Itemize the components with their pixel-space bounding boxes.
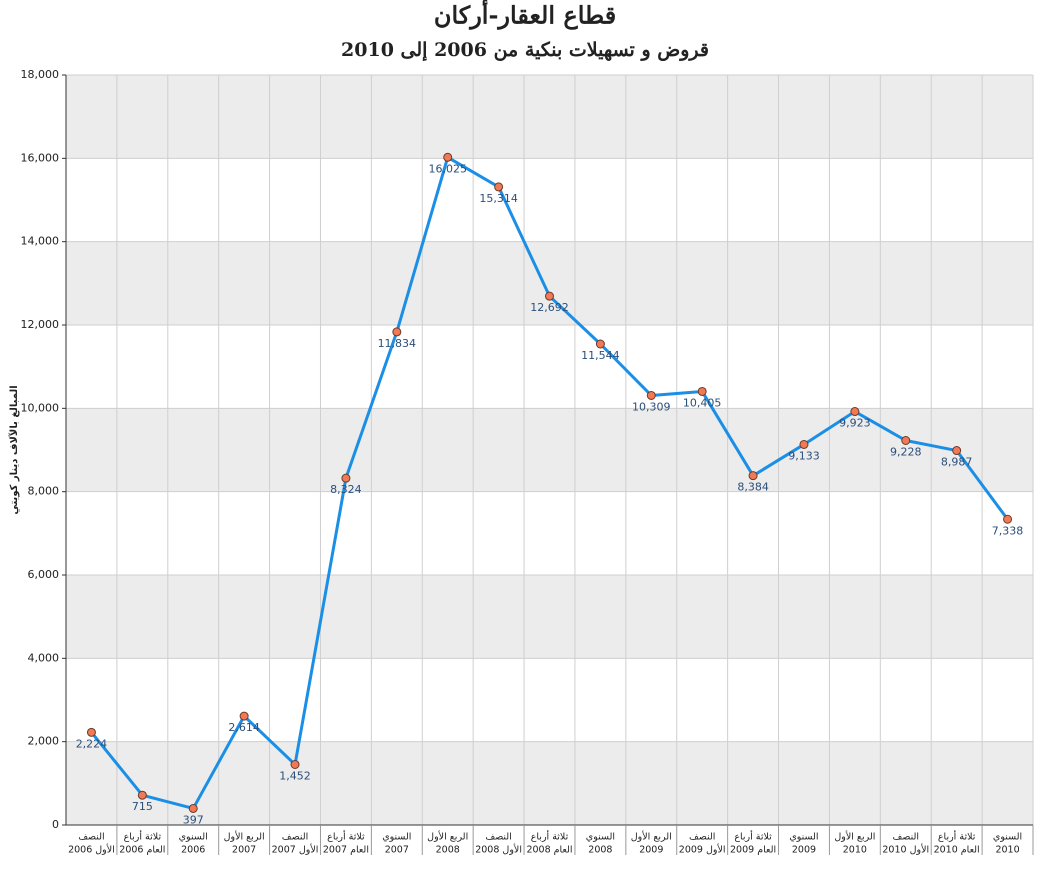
x-tick-label: الأول 2007 — [272, 844, 319, 856]
grid-band — [66, 575, 1033, 659]
x-tick-label: النصف — [78, 832, 104, 843]
x-tick-label: ثلاثة أرباع — [938, 830, 976, 843]
y-tick-label: 8,000 — [28, 485, 60, 498]
chart-subtitle: قروض و تسهيلات بنكية من 2006 إلى 2010 — [341, 39, 709, 62]
data-point — [341, 473, 351, 483]
value-label: 397 — [183, 813, 204, 826]
data-point — [392, 327, 402, 337]
x-tick-label: السنوي — [993, 832, 1022, 843]
x-tick-label: 2007 — [232, 845, 256, 856]
chart-title: قطاع العقار-أركان — [434, 0, 616, 31]
x-tick-label: 2006 — [181, 845, 205, 856]
y-tick-label: 4,000 — [28, 651, 60, 664]
value-label: 1,452 — [279, 770, 311, 783]
x-tick-label: 2008 — [588, 845, 612, 856]
data-point — [494, 182, 504, 192]
data-point — [850, 407, 860, 417]
data-point — [595, 339, 605, 349]
x-tick-label: العام 2010 — [934, 845, 980, 856]
x-tick-label: الربع الأول — [834, 831, 875, 843]
y-tick-label: 12,000 — [21, 318, 60, 331]
x-tick-label: الأول 2010 — [882, 844, 929, 856]
value-label: 2,224 — [76, 737, 108, 750]
data-point — [1003, 514, 1013, 524]
y-tick-label: 10,000 — [21, 401, 60, 414]
value-label: 8,987 — [941, 456, 973, 469]
value-label: 9,923 — [839, 417, 871, 430]
x-tick-label: النصف — [893, 832, 919, 843]
value-label: 11,834 — [378, 337, 417, 350]
value-label: 8,324 — [330, 483, 362, 496]
x-tick-label: ثلاثة أرباع — [734, 830, 772, 843]
data-point — [799, 439, 809, 449]
data-point — [901, 436, 911, 445]
value-label: 715 — [132, 800, 153, 813]
data-point — [646, 390, 656, 400]
data-point — [952, 446, 962, 456]
value-label: 10,405 — [683, 396, 722, 409]
data-point — [86, 727, 96, 737]
value-label: 7,338 — [992, 524, 1024, 537]
value-label: 9,228 — [890, 446, 922, 459]
y-axis-label: المبالغ بالآلاف دينار كويتي — [8, 385, 20, 514]
data-point — [137, 790, 147, 800]
y-tick-label: 2,000 — [28, 735, 60, 748]
x-tick-label: العام 2006 — [119, 845, 165, 856]
x-tick-label: النصف — [689, 832, 715, 843]
y-tick-label: 6,000 — [28, 568, 60, 581]
value-label: 12,692 — [530, 301, 569, 314]
x-tick-label: 2010 — [995, 845, 1019, 856]
grid-band — [66, 741, 1033, 825]
x-tick-label: 2007 — [385, 845, 409, 856]
value-label: 9,133 — [788, 449, 820, 462]
x-tick-label: النصف — [282, 832, 308, 843]
x-tick-label: 2010 — [843, 845, 867, 856]
y-tick-label: 18,000 — [21, 68, 60, 81]
data-point — [188, 803, 198, 813]
data-point — [239, 711, 249, 721]
x-tick-label: 2009 — [639, 845, 663, 856]
x-tick-label: العام 2007 — [323, 845, 369, 856]
grid-band — [66, 408, 1033, 492]
x-tick-label: السنوي — [179, 832, 208, 843]
x-tick-label: السنوي — [586, 832, 615, 843]
data-point — [443, 152, 453, 162]
x-tick-label: النصف — [485, 832, 511, 843]
x-tick-label: الأول 2009 — [679, 844, 726, 856]
data-point — [748, 471, 758, 481]
x-tick-label: الربع الأول — [631, 831, 672, 843]
value-label: 11,544 — [581, 349, 620, 362]
y-tick-label: 0 — [52, 818, 59, 831]
data-point — [697, 386, 707, 396]
x-tick-label: السنوي — [382, 832, 411, 843]
grid-band — [66, 241, 1033, 325]
value-label: 8,384 — [737, 481, 769, 494]
x-tick-label: ثلاثة أرباع — [531, 830, 569, 843]
x-tick-label: العام 2009 — [730, 845, 776, 856]
x-tick-label: العام 2008 — [526, 845, 572, 856]
y-tick-label: 14,000 — [21, 235, 60, 248]
x-tick-label: الربع الأول — [224, 831, 265, 843]
x-tick-label: 2009 — [792, 845, 816, 856]
value-label: 10,309 — [632, 400, 671, 413]
data-point — [545, 291, 554, 301]
y-tick-label: 16,000 — [21, 151, 60, 164]
data-point — [290, 760, 300, 769]
x-tick-label: ثلاثة أرباع — [327, 830, 365, 843]
x-tick-label: الربع الأول — [427, 831, 468, 843]
x-tick-label: الأول 2006 — [68, 844, 115, 856]
x-tick-label: السنوي — [789, 832, 818, 843]
x-tick-label: 2008 — [436, 845, 460, 856]
grid-band — [66, 75, 1033, 159]
x-tick-label: ثلاثة أرباع — [124, 830, 162, 843]
value-label: 2,614 — [228, 721, 260, 734]
value-label: 16,025 — [428, 162, 467, 175]
x-tick-label: الأول 2008 — [475, 844, 522, 856]
value-label: 15,314 — [479, 192, 518, 205]
